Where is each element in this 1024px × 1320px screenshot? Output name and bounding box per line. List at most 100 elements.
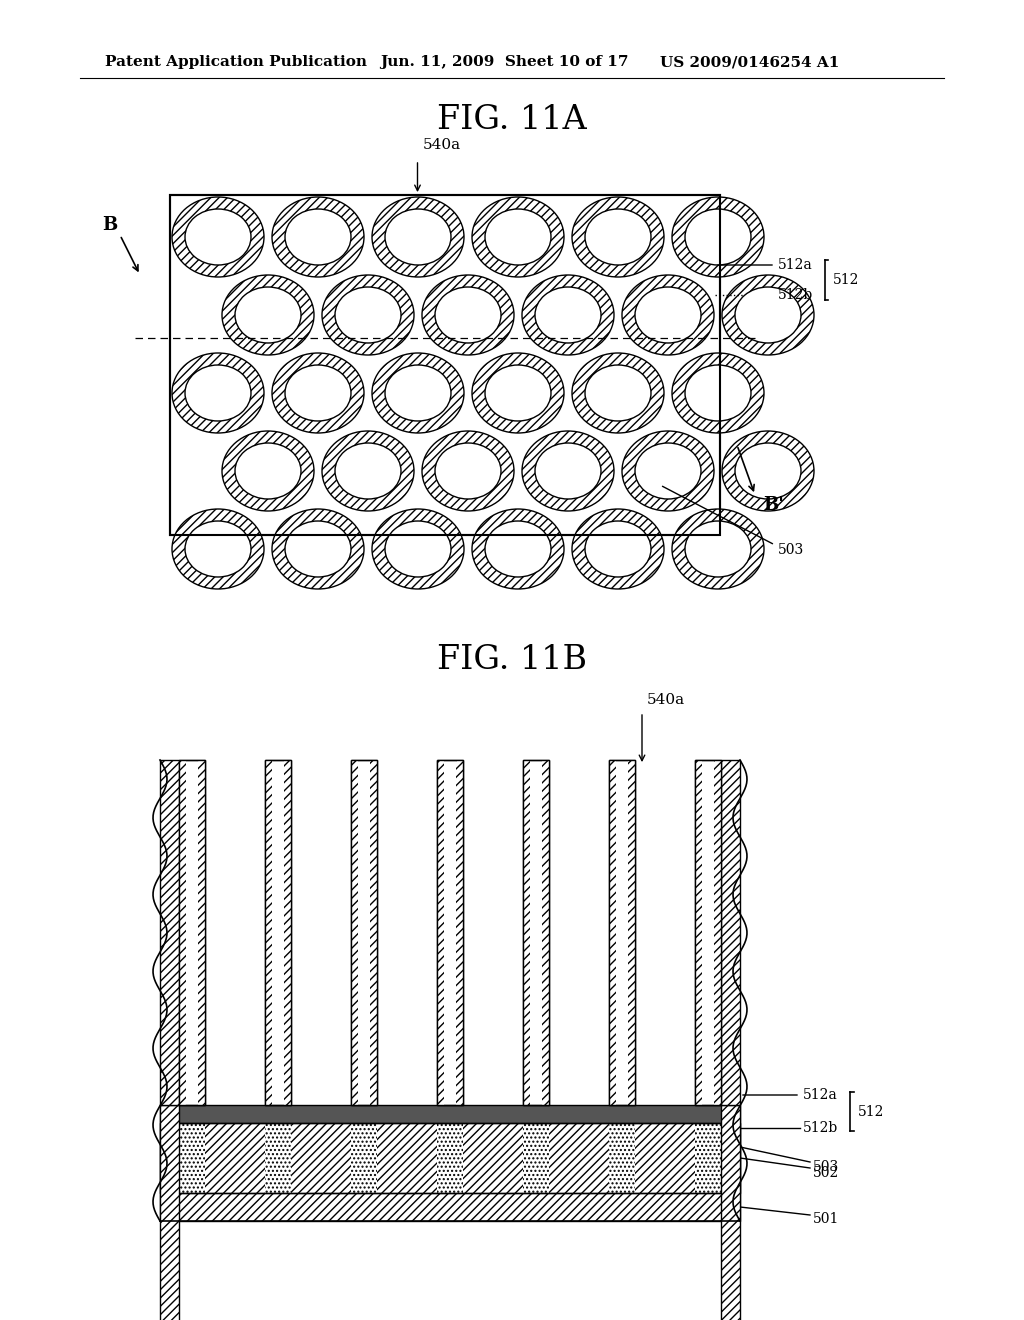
Ellipse shape — [572, 352, 664, 433]
Ellipse shape — [585, 209, 651, 265]
Ellipse shape — [335, 444, 401, 499]
Bar — [721, 760, 740, 1105]
Ellipse shape — [422, 432, 514, 511]
Ellipse shape — [372, 197, 464, 277]
Ellipse shape — [585, 521, 651, 577]
Bar — [160, 1193, 740, 1221]
Ellipse shape — [222, 432, 314, 511]
Ellipse shape — [535, 444, 601, 499]
Ellipse shape — [285, 521, 351, 577]
Ellipse shape — [485, 209, 551, 265]
Bar — [160, 1123, 740, 1193]
Ellipse shape — [234, 286, 301, 343]
Ellipse shape — [422, 275, 514, 355]
Bar — [609, 760, 635, 1105]
Bar — [609, 760, 616, 1105]
Bar — [265, 760, 291, 1105]
Text: US 2009/0146254 A1: US 2009/0146254 A1 — [660, 55, 840, 69]
Bar — [437, 760, 444, 1105]
Ellipse shape — [722, 275, 814, 355]
Ellipse shape — [485, 366, 551, 421]
Ellipse shape — [385, 521, 451, 577]
Bar — [205, 1123, 265, 1193]
Ellipse shape — [272, 352, 364, 433]
Bar — [160, 1105, 179, 1320]
Ellipse shape — [635, 444, 701, 499]
Ellipse shape — [735, 286, 801, 343]
Bar — [609, 760, 635, 1105]
Bar — [351, 760, 377, 1105]
Ellipse shape — [335, 286, 401, 343]
Ellipse shape — [672, 197, 764, 277]
Text: Patent Application Publication: Patent Application Publication — [105, 55, 367, 69]
Ellipse shape — [385, 366, 451, 421]
Bar — [695, 760, 702, 1105]
Ellipse shape — [672, 510, 764, 589]
Bar — [437, 760, 463, 1105]
Ellipse shape — [635, 286, 701, 343]
Ellipse shape — [472, 197, 564, 277]
Text: 512: 512 — [833, 273, 859, 286]
Text: B': B' — [763, 496, 784, 513]
Text: 540a: 540a — [423, 139, 461, 152]
Text: B: B — [102, 216, 118, 234]
Ellipse shape — [435, 286, 501, 343]
Ellipse shape — [572, 510, 664, 589]
Bar — [179, 760, 186, 1105]
Bar — [160, 1123, 179, 1193]
Bar — [265, 760, 291, 1105]
Text: 540a: 540a — [647, 693, 685, 708]
Ellipse shape — [685, 521, 751, 577]
Text: 502: 502 — [813, 1166, 840, 1180]
Ellipse shape — [722, 432, 814, 511]
Bar — [265, 1123, 291, 1193]
Ellipse shape — [572, 197, 664, 277]
Bar — [628, 760, 635, 1105]
Ellipse shape — [735, 444, 801, 499]
Ellipse shape — [272, 510, 364, 589]
Bar — [549, 1123, 609, 1193]
Ellipse shape — [672, 352, 764, 433]
Bar — [198, 760, 205, 1105]
Bar — [695, 760, 721, 1105]
Bar — [179, 760, 205, 1105]
Text: 503: 503 — [813, 1160, 840, 1173]
Bar — [170, 195, 720, 535]
Bar — [456, 760, 463, 1105]
Bar — [523, 760, 549, 1105]
Ellipse shape — [172, 352, 264, 433]
Text: FIG. 11A: FIG. 11A — [437, 104, 587, 136]
Bar — [542, 760, 549, 1105]
Text: FIG. 11B: FIG. 11B — [437, 644, 587, 676]
Bar — [635, 1123, 695, 1193]
Bar — [523, 760, 530, 1105]
Bar — [721, 1105, 740, 1320]
Ellipse shape — [585, 366, 651, 421]
Text: 512: 512 — [858, 1105, 885, 1118]
Ellipse shape — [522, 275, 614, 355]
Text: 503: 503 — [778, 543, 804, 557]
Bar — [291, 1123, 351, 1193]
Ellipse shape — [622, 275, 714, 355]
Bar — [351, 760, 358, 1105]
Ellipse shape — [372, 510, 464, 589]
Bar — [437, 760, 463, 1105]
Ellipse shape — [285, 209, 351, 265]
Ellipse shape — [285, 366, 351, 421]
Ellipse shape — [172, 510, 264, 589]
Text: 512a: 512a — [803, 1088, 838, 1102]
Ellipse shape — [234, 444, 301, 499]
Bar — [160, 1105, 740, 1123]
Ellipse shape — [185, 521, 251, 577]
Bar — [179, 760, 205, 1105]
Bar — [714, 760, 721, 1105]
Ellipse shape — [685, 366, 751, 421]
Bar — [170, 195, 720, 535]
Ellipse shape — [372, 352, 464, 433]
Bar — [160, 760, 179, 1105]
Ellipse shape — [385, 209, 451, 265]
Ellipse shape — [322, 432, 414, 511]
Ellipse shape — [222, 275, 314, 355]
Bar — [463, 1123, 523, 1193]
Bar — [523, 760, 549, 1105]
